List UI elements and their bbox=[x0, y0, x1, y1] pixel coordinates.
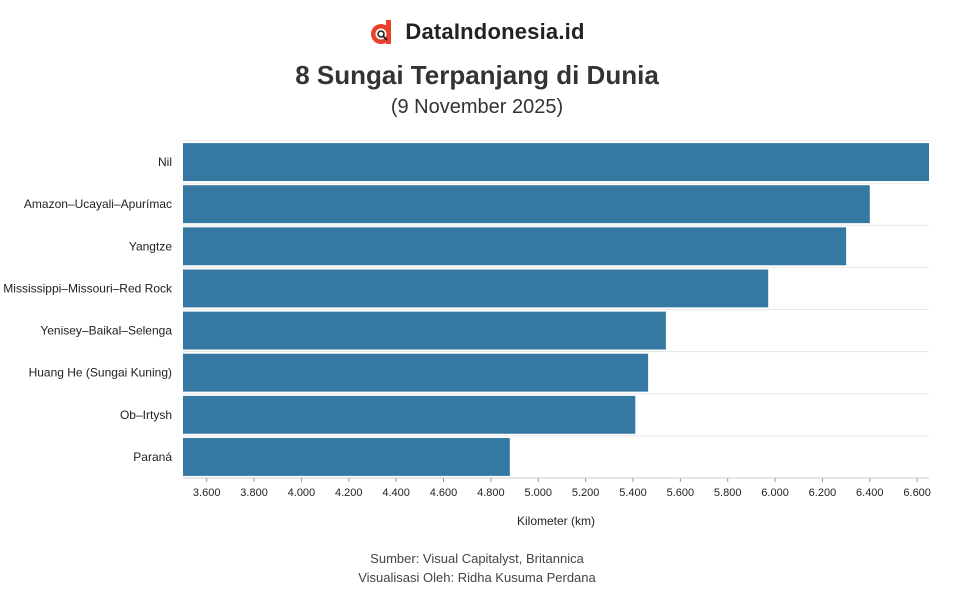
chart-title: 8 Sungai Terpanjang di Dunia bbox=[295, 60, 659, 90]
x-tick-label: 4.800 bbox=[477, 487, 505, 499]
bar bbox=[183, 437, 510, 476]
category-label: Mississippi–Missouri–Red Rock bbox=[3, 281, 173, 295]
category-label: Yenisey–Baikal–Selenga bbox=[40, 324, 172, 338]
source-note: Sumber: Visual Capitalyst, Britannica bbox=[370, 551, 584, 566]
chart-subtitle: (9 November 2025) bbox=[390, 96, 564, 118]
x-tick-label: 6.000 bbox=[761, 487, 789, 499]
category-label: Yangtze bbox=[129, 239, 172, 253]
bar bbox=[183, 143, 929, 182]
bar bbox=[183, 395, 636, 434]
category-label: Nil bbox=[158, 155, 172, 169]
x-tick-label: 4.400 bbox=[382, 487, 410, 499]
x-tick-label: 4.600 bbox=[430, 487, 458, 499]
x-tick-label: 6.400 bbox=[856, 487, 884, 499]
bar-chart: Nil Amazon–Ucayali–Apurímac Yangtze Mississ… bbox=[3, 140, 931, 528]
x-tick-label: 4.000 bbox=[288, 487, 316, 499]
x-tick-label: 5.000 bbox=[524, 487, 552, 499]
x-tick-label: 5.400 bbox=[619, 487, 647, 499]
category-label: Paraná bbox=[133, 450, 172, 464]
x-tick-label: 6.600 bbox=[903, 487, 931, 499]
x-tick-label: 3.800 bbox=[240, 487, 268, 499]
brand-name: DataIndonesia.id bbox=[405, 19, 585, 44]
bar bbox=[183, 269, 769, 308]
x-tick-label: 3.600 bbox=[193, 487, 221, 499]
brand-header: DataIndonesia.id bbox=[0, 18, 954, 46]
x-axis-title: Kilometer (km) bbox=[517, 514, 595, 528]
x-tick-label: 5.800 bbox=[714, 487, 742, 499]
x-tick-label: 6.200 bbox=[809, 487, 837, 499]
bar bbox=[183, 227, 847, 266]
x-tick-label: 4.200 bbox=[335, 487, 363, 499]
category-label: Ob–Irtysh bbox=[120, 408, 172, 422]
bar bbox=[183, 185, 870, 224]
dataindonesia-logo-icon bbox=[371, 20, 392, 44]
category-label: Amazon–Ucayali–Apurímac bbox=[24, 197, 172, 211]
bar bbox=[183, 311, 666, 350]
x-tick-label: 5.600 bbox=[667, 487, 695, 499]
visualized-by-note: Visualisasi Oleh: Ridha Kusuma Perdana bbox=[358, 570, 596, 585]
bar bbox=[183, 353, 649, 392]
x-tick-label: 5.200 bbox=[572, 487, 600, 499]
category-label: Huang He (Sungai Kuning) bbox=[29, 366, 172, 380]
